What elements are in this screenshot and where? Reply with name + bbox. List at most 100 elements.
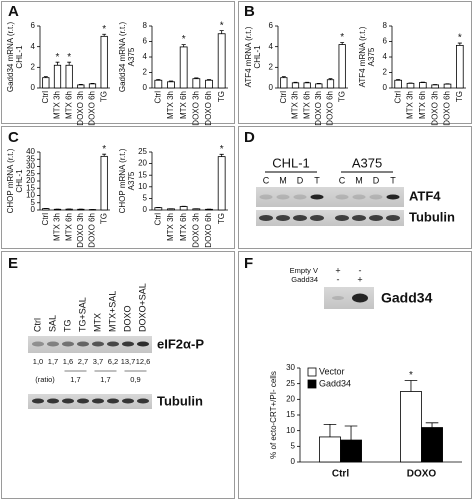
ratio-caption: (ratio) <box>35 375 55 384</box>
y-tick-label: 15 <box>138 170 147 179</box>
blot-band <box>352 215 366 221</box>
legend-swatch <box>307 379 317 389</box>
error-bar <box>90 82 95 84</box>
lane-label: DOXO <box>122 305 132 332</box>
blot-band <box>369 215 383 221</box>
panel-label: B <box>244 3 255 20</box>
blot-band <box>293 194 307 200</box>
ratio-label: 1,0 <box>33 357 43 366</box>
lane-label: T <box>390 175 396 185</box>
y-axis-label: CHL-1 <box>253 45 262 69</box>
significance: * <box>102 144 106 155</box>
y-axis-label: CHL-1 <box>15 45 24 69</box>
y-tick-label: 6 <box>383 37 388 46</box>
y-tick-label: 10 <box>138 182 147 191</box>
y-tick-label: 0 <box>269 83 274 92</box>
lane-label: M <box>279 175 287 185</box>
y-tick-label: 25 <box>286 379 295 388</box>
significance: * <box>182 34 186 45</box>
x-tick-label: MTX 3h <box>53 91 62 119</box>
panel-label: C <box>8 129 19 146</box>
x-tick-label: DOXO 6h <box>204 91 213 126</box>
blot-band <box>92 341 104 347</box>
bar <box>291 82 300 89</box>
error-bar <box>43 76 48 78</box>
bar <box>319 436 341 463</box>
x-tick-label: DOXO 3h <box>76 213 85 248</box>
blot-band <box>32 398 44 404</box>
lane-label: MTX+SAL <box>107 291 117 332</box>
blot-band <box>352 293 368 303</box>
blot-band <box>293 215 307 221</box>
y-axis-label: % of ecto-CRT+/PI- cells <box>269 371 278 459</box>
blot-band <box>47 398 59 404</box>
error-bar <box>102 153 107 157</box>
error-bar <box>323 424 337 437</box>
x-tick-label: DOXO 3h <box>191 213 200 248</box>
y-tick-label: 0 <box>31 83 36 92</box>
significance: * <box>67 52 71 63</box>
bar <box>280 77 288 89</box>
x-tick-label: MTX 3h <box>291 91 300 119</box>
x-tick-label: MTX 6h <box>302 91 311 119</box>
blot-strip <box>28 336 152 353</box>
bar <box>394 79 402 89</box>
bar <box>303 82 311 89</box>
bar <box>340 439 362 463</box>
y-tick-label: 10 <box>286 426 295 435</box>
ratio-label: 3,7 <box>93 357 103 366</box>
lane-label: MTX <box>92 313 102 332</box>
blot-band <box>122 398 134 404</box>
bar <box>431 84 439 89</box>
error-bar <box>67 61 72 66</box>
pair-ratio: 1,7 <box>100 375 110 384</box>
blot-band <box>62 398 74 404</box>
y-axis-label: CHOP mRNA (r.t.) <box>118 148 127 213</box>
error-bar <box>219 30 224 34</box>
y-tick-label: 2 <box>143 68 148 77</box>
lane-label: TG+SAL <box>77 297 87 332</box>
error-bar <box>316 82 321 84</box>
y-axis-label: A375 <box>127 171 136 190</box>
significance: * <box>220 20 224 31</box>
lane-label: C <box>263 175 270 185</box>
significance: * <box>458 33 462 44</box>
bar <box>205 79 213 89</box>
legend-label: Gadd34 <box>319 378 351 388</box>
blot-band <box>259 215 273 221</box>
condition-mark: - <box>337 274 340 284</box>
ratio-label: 1,6 <box>63 357 73 366</box>
y-tick-label: 6 <box>31 21 36 30</box>
x-tick-label: MTX 6h <box>64 91 73 119</box>
y-tick-label: 15 <box>26 183 35 192</box>
blot-band <box>259 194 273 200</box>
ratio-label: 13,7 <box>121 357 136 366</box>
y-tick-label: 6 <box>143 37 148 46</box>
lane-label: D <box>297 175 304 185</box>
y-axis-label: A375 <box>127 47 136 66</box>
blot-band <box>107 398 119 404</box>
y-axis-label: ATF4 mRNA (r.t.) <box>244 26 253 87</box>
frame-b <box>238 1 472 124</box>
y-tick-label: 0 <box>383 83 388 92</box>
blot-band <box>386 215 400 221</box>
blot-band <box>32 341 44 347</box>
y-tick-label: 4 <box>31 42 36 51</box>
x-tick-label: DOXO 3h <box>430 91 439 126</box>
x-tick-label: MTX 3h <box>53 213 62 241</box>
x-tick-label: MTX 6h <box>64 213 73 241</box>
y-tick-label: 8 <box>143 21 148 30</box>
y-tick-label: 10 <box>26 191 35 200</box>
bar <box>88 83 97 89</box>
error-bar <box>55 61 60 66</box>
ratio-label: 1,7 <box>48 357 58 366</box>
pair-ratio: 0,9 <box>130 375 140 384</box>
y-tick-label: 20 <box>138 159 147 168</box>
blot-band <box>92 398 104 404</box>
x-tick-label: Ctrl <box>41 91 50 104</box>
x-tick-label: Ctrl <box>41 213 50 226</box>
x-tick-label: DOXO 6h <box>443 91 452 126</box>
x-tick-label: TG <box>455 91 464 102</box>
bar <box>42 77 50 89</box>
